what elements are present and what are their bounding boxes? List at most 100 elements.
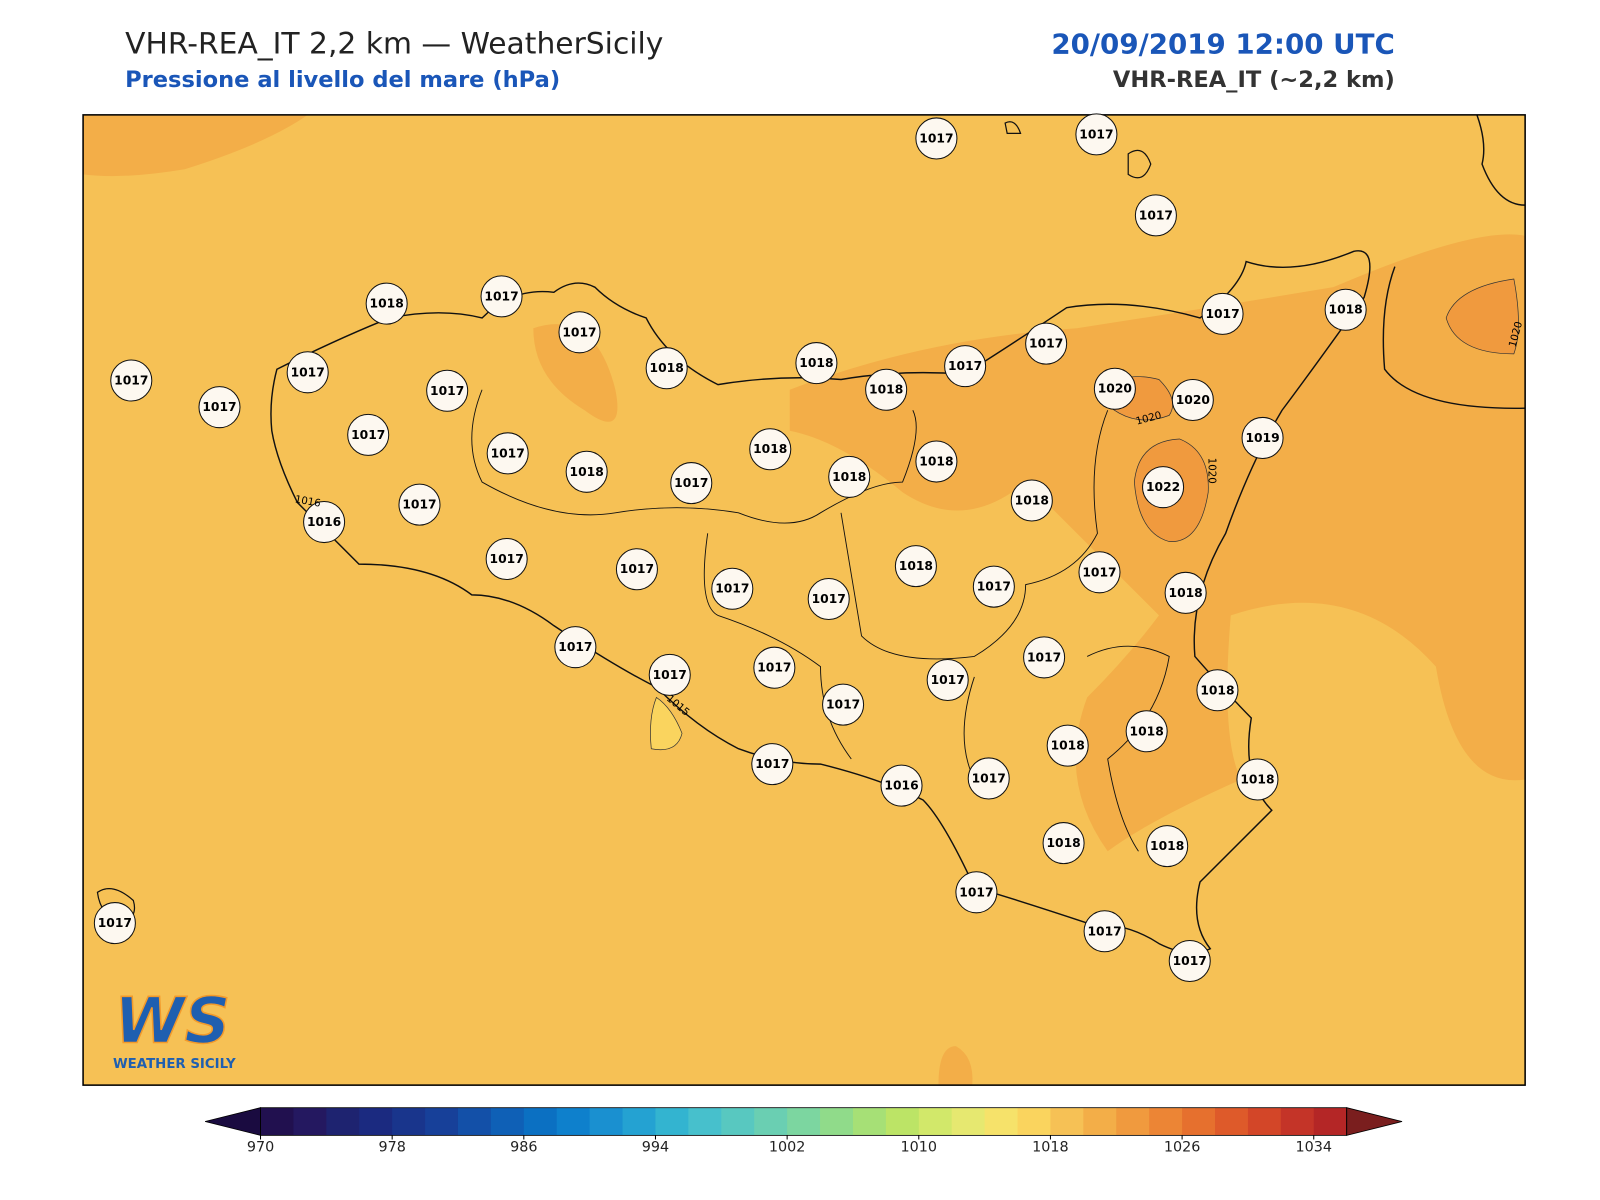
- station-value: 1018: [899, 559, 933, 573]
- colorbar-segment: [1116, 1107, 1150, 1136]
- station-value: 1017: [1082, 565, 1116, 579]
- colorbar-segment: [1083, 1107, 1117, 1136]
- station-marker: [880, 764, 923, 807]
- field-blob: [650, 696, 683, 751]
- station-marker: [670, 462, 713, 505]
- subtitle: Pressione al livello del mare (hPa): [125, 67, 560, 93]
- station-value: 1018: [570, 465, 604, 479]
- colorbar-segment: [787, 1107, 821, 1136]
- station-marker: [365, 282, 408, 325]
- station-marker: [1142, 466, 1185, 509]
- station-marker: [398, 483, 441, 526]
- station-marker: [93, 902, 136, 945]
- colorbar-segment: [754, 1107, 788, 1136]
- colorbar-segment: [1017, 1107, 1051, 1136]
- field-blob: [938, 1046, 973, 1086]
- station-value: 1017: [931, 673, 965, 687]
- colorbar-tick-label: 1002: [769, 1140, 806, 1156]
- station-marker: [1083, 910, 1126, 953]
- station-marker: [554, 626, 597, 669]
- station-marker: [286, 351, 329, 394]
- colorbar-segment: [523, 1107, 558, 1136]
- station-marker: [1042, 822, 1085, 865]
- colorbar-segment: [688, 1107, 722, 1136]
- station-marker: [711, 567, 754, 610]
- colorbar-segment: [1182, 1107, 1216, 1136]
- colorbar-segment: [1280, 1107, 1315, 1136]
- station-marker: [485, 537, 528, 580]
- station-value: 1019: [1245, 431, 1279, 445]
- station-marker: [1010, 479, 1053, 522]
- station-value: 1018: [1051, 739, 1085, 753]
- station-marker: [1078, 551, 1121, 594]
- station-marker: [915, 440, 958, 483]
- station-marker: [1171, 378, 1214, 422]
- station-value: 1017: [558, 640, 592, 654]
- station-marker: [1236, 758, 1279, 801]
- colorbar-segment: [820, 1107, 854, 1136]
- station-marker: [967, 757, 1010, 800]
- colorbar-segment: [622, 1107, 656, 1136]
- colorbar-segment: [457, 1107, 492, 1136]
- station-marker: [1134, 194, 1177, 237]
- colorbar-under: [205, 1107, 261, 1136]
- station-value: 1018: [1329, 303, 1363, 317]
- station-marker: [480, 275, 523, 318]
- station-value: 1017: [490, 552, 524, 566]
- station-marker: [865, 368, 908, 411]
- date: 20/09/2019 12:00 UTC: [1051, 28, 1394, 61]
- station-marker: [1146, 825, 1189, 868]
- map: [82, 114, 1526, 1086]
- colorbar-segment: [1215, 1107, 1249, 1136]
- station-marker: [894, 545, 937, 588]
- colorbar-frame: [260, 1107, 1348, 1136]
- station-value: 1017: [1173, 954, 1207, 968]
- station-value: 1020: [1098, 382, 1132, 396]
- colorbar-segment: [1149, 1107, 1183, 1136]
- station-marker: [303, 501, 346, 544]
- contour-label: 1020: [1205, 458, 1217, 484]
- colorbar-segment: [260, 1107, 294, 1136]
- station-marker: [751, 743, 794, 786]
- station-value: 1017: [757, 661, 791, 675]
- colorbar-tick-label: 1034: [1295, 1140, 1332, 1156]
- station-marker: [565, 450, 608, 493]
- logo-name: WEATHER SICILY: [113, 1057, 236, 1072]
- station-value: 1018: [799, 356, 833, 370]
- colorbar-over: [1346, 1107, 1403, 1136]
- station-value: 1017: [948, 359, 982, 373]
- station-marker: [955, 871, 998, 914]
- station-value: 1017: [484, 289, 518, 303]
- colorbar-tick-label: 1018: [1032, 1140, 1069, 1156]
- station-value: 1017: [1087, 924, 1121, 938]
- colorbar-segment: [951, 1107, 986, 1136]
- station-value: 1017: [715, 582, 749, 596]
- station-value: 1017: [1079, 127, 1113, 141]
- station-value: 1017: [491, 446, 525, 460]
- station-value: 1017: [1205, 307, 1239, 321]
- field-blob: [83, 114, 308, 177]
- station-value: 1018: [1015, 494, 1049, 508]
- station-marker: [1093, 367, 1136, 410]
- station-marker: [753, 646, 796, 689]
- station-value: 1017: [98, 916, 132, 930]
- colorbar-segment: [984, 1107, 1019, 1136]
- colorbar-segment: [1050, 1107, 1084, 1136]
- station-value: 1017: [919, 131, 953, 145]
- station-value: 1020: [1176, 393, 1210, 407]
- station-marker: [198, 386, 241, 429]
- station-value: 1022: [1146, 480, 1180, 494]
- colorbar-tick-label: 1010: [901, 1140, 938, 1156]
- province-border: [471, 389, 1170, 852]
- colorbar-segment: [326, 1107, 360, 1136]
- station-marker: [828, 455, 871, 498]
- colorbar: 970 978 986 994 1002 1010 1018 1026 1034: [205, 1107, 1403, 1156]
- station-marker: [558, 311, 601, 354]
- field-blob: [1445, 278, 1519, 355]
- station-marker: [110, 359, 153, 402]
- station-value: 1017: [1029, 337, 1063, 351]
- station-marker: [648, 653, 691, 696]
- station-value: 1018: [753, 442, 787, 456]
- station-marker: [807, 577, 850, 620]
- station-value: 1017: [402, 498, 436, 512]
